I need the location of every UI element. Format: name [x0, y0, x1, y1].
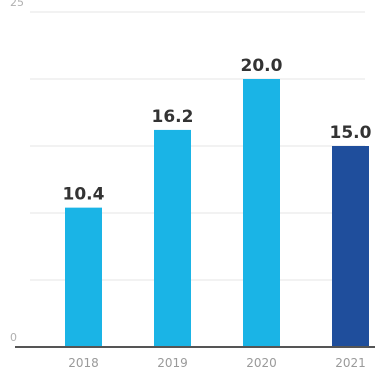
data-label-2019: 16.2	[152, 107, 194, 127]
bar-2021	[332, 146, 369, 347]
x-tick-label-2019: 2019	[157, 356, 188, 370]
x-tick-label-2021: 2021	[335, 356, 366, 370]
data-label-2021: 15.0	[330, 123, 372, 143]
bar-2020	[243, 79, 280, 347]
bar-layer	[65, 79, 369, 347]
data-label-2018: 10.4	[63, 185, 105, 205]
data-label-2020: 20.0	[241, 56, 283, 76]
axis-layer: 0 25 2018 2019 2020 2021	[10, 0, 375, 370]
label-layer: 10.4 16.2 20.0 15.0	[63, 56, 372, 205]
x-tick-label-2018: 2018	[68, 356, 99, 370]
bar-2019	[154, 129, 191, 347]
y-tick-label-25: 25	[10, 0, 24, 9]
y-tick-label-0: 0	[10, 331, 17, 344]
x-tick-label-2020: 2020	[246, 356, 277, 370]
bar-2018	[65, 207, 102, 347]
